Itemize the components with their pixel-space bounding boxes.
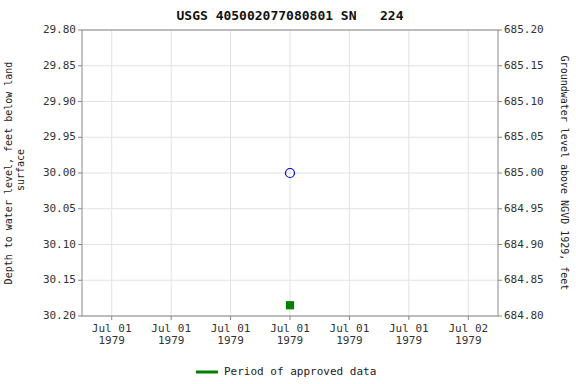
grid-line <box>408 30 409 316</box>
x-tick-label: Jul 021979 <box>448 322 488 347</box>
y-tick <box>78 244 82 245</box>
chart-container: 29.80 29.85 29.90 29.95 30.00 30.05 30.10 30.15… <box>0 0 576 384</box>
grid-line <box>171 30 172 316</box>
plot-frame <box>82 30 498 316</box>
y2-tick-label: 685.05 <box>504 130 544 143</box>
x-tick <box>230 316 231 320</box>
text-line: 1979 <box>217 334 244 347</box>
x-tick <box>111 316 112 320</box>
y-tick-label: 29.80 <box>43 23 76 36</box>
y2-axis-label: Groundwater level above NGVD 1929, feet <box>559 56 570 291</box>
title: USGS 405002077080801 SN 224 <box>177 8 404 23</box>
y-tick-label: 30.20 <box>43 309 76 322</box>
x-tick-label: Jul 011979 <box>389 322 429 347</box>
chart-svg: 29.80 29.85 29.90 29.95 30.00 30.05 30.10 30.15… <box>0 0 576 384</box>
text-line: 1979 <box>396 334 423 347</box>
y2-tick <box>498 244 502 245</box>
y2-tick-label: 685.20 <box>504 23 544 36</box>
y2-tick <box>498 101 502 102</box>
y2-tick <box>498 65 502 66</box>
legend: Period of approved data <box>196 365 376 378</box>
grid-line <box>290 30 291 316</box>
grid <box>82 30 498 316</box>
y-tick <box>78 173 82 174</box>
legend-swatch <box>196 371 218 374</box>
text-line: 1979 <box>98 334 125 347</box>
y-tick-label: 30.00 <box>43 166 76 179</box>
data-point <box>286 169 295 178</box>
text-line: 1979 <box>455 334 482 347</box>
text-line: 1979 <box>158 334 185 347</box>
y-tick-label: 30.05 <box>43 202 76 215</box>
y2-tick-label: 685.00 <box>504 166 544 179</box>
y2-tick-label: 685.15 <box>504 59 544 72</box>
y2-tick-label: 684.90 <box>504 238 544 251</box>
legend-label: Period of approved data <box>224 365 376 378</box>
y2-tick <box>498 316 502 317</box>
y2-tick-label: 684.95 <box>504 202 544 215</box>
y-tick <box>78 101 82 102</box>
x-tick-label: Jul 011979 <box>211 322 251 347</box>
y2-tick <box>498 208 502 209</box>
data-point <box>287 302 294 309</box>
grid-line <box>111 30 112 316</box>
y-tick <box>78 208 82 209</box>
y-tick-label: 30.10 <box>43 238 76 251</box>
text-line: 1979 <box>277 334 304 347</box>
y2-tick <box>498 173 502 174</box>
y-tick <box>78 280 82 281</box>
x-tick-label: Jul 011979 <box>330 322 370 347</box>
grid-line <box>349 30 350 316</box>
y2-tick-label: 684.80 <box>504 309 544 322</box>
y-tick-label: 29.95 <box>43 130 76 143</box>
x-tick-label: Jul 011979 <box>151 322 191 347</box>
text-line: surface <box>15 149 26 197</box>
y2-tick <box>498 280 502 281</box>
grid-line <box>230 30 231 316</box>
x-tick <box>349 316 350 320</box>
text-line: Depth to water level, feet below land <box>3 62 14 285</box>
x-tick-label: Jul 011979 <box>92 322 132 347</box>
y-tick <box>78 316 82 317</box>
y-tick <box>78 30 82 31</box>
y-tick-label: 30.15 <box>43 273 76 286</box>
x-tick-label: Jul 011979 <box>270 322 310 347</box>
y-tick-label: 29.90 <box>43 95 76 108</box>
axes: 29.80 29.85 29.90 29.95 30.00 30.05 30.10 30.15… <box>43 23 544 347</box>
y-axis-label: Depth to water level, feet below land su… <box>3 62 26 285</box>
x-tick <box>408 316 409 320</box>
x-tick <box>171 316 172 320</box>
y2-tick <box>498 137 502 138</box>
y-tick <box>78 137 82 138</box>
data-marks <box>286 169 295 309</box>
background <box>0 0 576 384</box>
y-tick <box>78 65 82 66</box>
y2-tick <box>498 30 502 31</box>
y-tick-label: 29.85 <box>43 59 76 72</box>
x-tick <box>290 316 291 320</box>
x-tick <box>468 316 469 320</box>
grid-line <box>468 30 469 316</box>
y2-tick-label: 684.85 <box>504 273 544 286</box>
text-line: 1979 <box>336 334 363 347</box>
y2-tick-label: 685.10 <box>504 95 544 108</box>
